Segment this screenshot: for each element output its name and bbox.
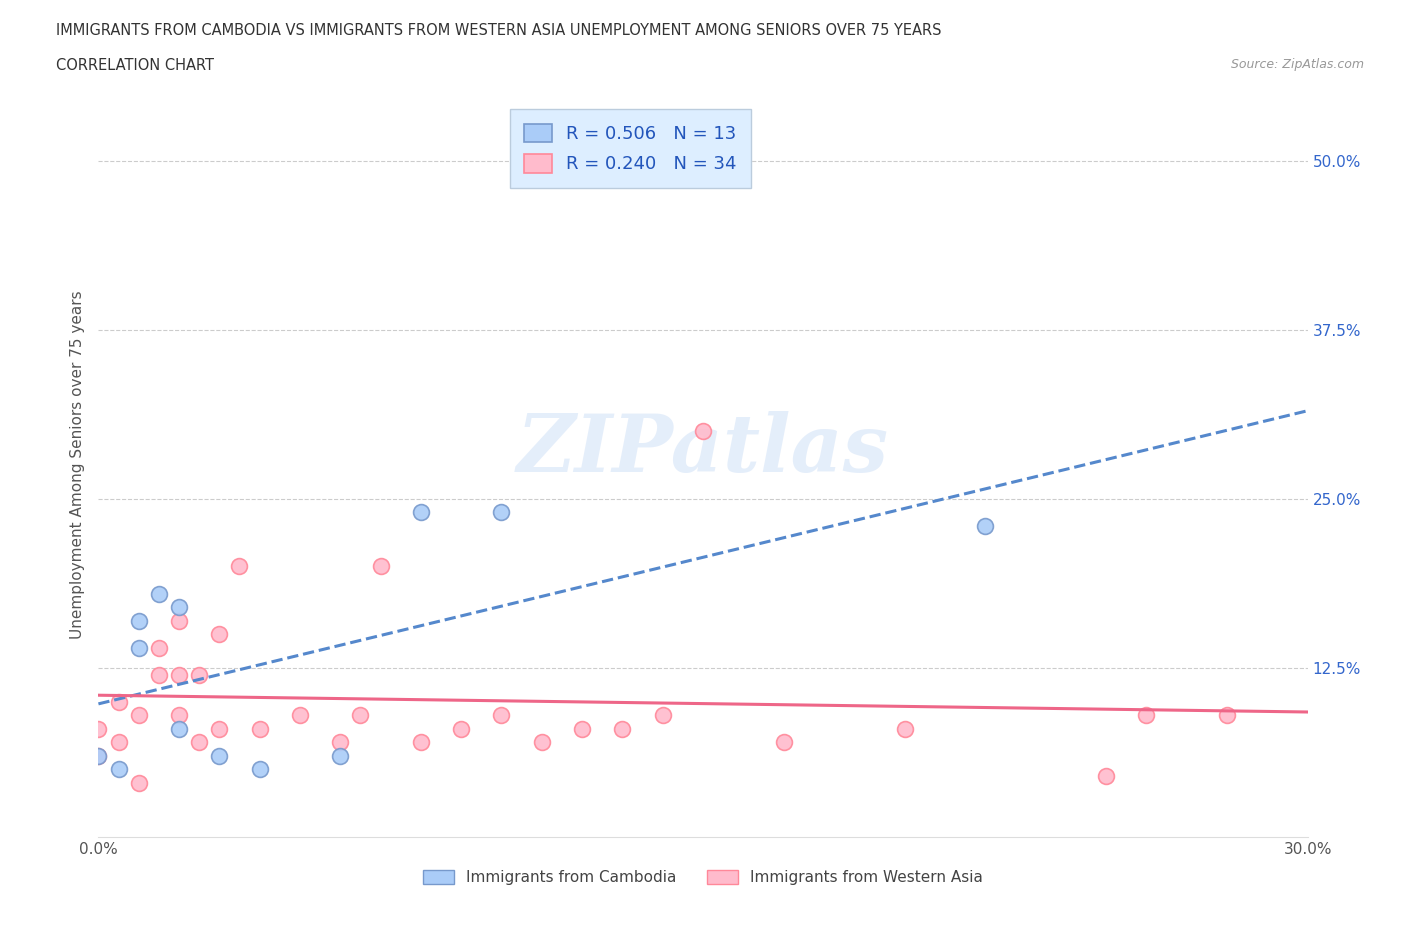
Point bbox=[491, 708, 513, 723]
Point bbox=[974, 518, 997, 533]
Point bbox=[1216, 708, 1239, 723]
Point bbox=[329, 735, 352, 750]
Point bbox=[893, 722, 915, 737]
Point bbox=[1135, 708, 1157, 723]
Point bbox=[208, 627, 231, 642]
Point bbox=[148, 640, 170, 655]
Point bbox=[167, 667, 190, 682]
Point bbox=[409, 505, 432, 520]
Point bbox=[167, 600, 190, 615]
Point bbox=[148, 586, 170, 601]
Point bbox=[107, 695, 129, 710]
Point bbox=[128, 613, 150, 628]
Point bbox=[651, 708, 673, 723]
Point bbox=[329, 749, 352, 764]
Point bbox=[208, 722, 231, 737]
Point bbox=[87, 749, 110, 764]
Point bbox=[107, 735, 129, 750]
Point bbox=[491, 505, 513, 520]
Point bbox=[409, 735, 432, 750]
Point bbox=[349, 708, 371, 723]
Point bbox=[370, 559, 392, 574]
Point bbox=[692, 424, 714, 439]
Point bbox=[1095, 769, 1118, 784]
Point bbox=[167, 613, 190, 628]
Point bbox=[612, 722, 634, 737]
Point bbox=[87, 722, 110, 737]
Point bbox=[450, 722, 472, 737]
Point bbox=[128, 708, 150, 723]
Text: CORRELATION CHART: CORRELATION CHART bbox=[56, 58, 214, 73]
Point bbox=[167, 722, 190, 737]
Point bbox=[530, 735, 553, 750]
Point bbox=[188, 667, 211, 682]
Point bbox=[288, 708, 311, 723]
Point bbox=[208, 749, 231, 764]
Point bbox=[772, 735, 794, 750]
Point bbox=[228, 559, 250, 574]
Point bbox=[571, 722, 593, 737]
Y-axis label: Unemployment Among Seniors over 75 years: Unemployment Among Seniors over 75 years bbox=[69, 291, 84, 639]
Legend: Immigrants from Cambodia, Immigrants from Western Asia: Immigrants from Cambodia, Immigrants fro… bbox=[416, 862, 990, 893]
Point bbox=[128, 640, 150, 655]
Point bbox=[148, 667, 170, 682]
Point bbox=[107, 762, 129, 777]
Point bbox=[128, 776, 150, 790]
Point bbox=[249, 762, 271, 777]
Text: ZIPatlas: ZIPatlas bbox=[517, 411, 889, 489]
Point bbox=[188, 735, 211, 750]
Point bbox=[87, 749, 110, 764]
Text: IMMIGRANTS FROM CAMBODIA VS IMMIGRANTS FROM WESTERN ASIA UNEMPLOYMENT AMONG SENI: IMMIGRANTS FROM CAMBODIA VS IMMIGRANTS F… bbox=[56, 23, 942, 38]
Text: Source: ZipAtlas.com: Source: ZipAtlas.com bbox=[1230, 58, 1364, 71]
Point bbox=[167, 708, 190, 723]
Point bbox=[249, 722, 271, 737]
